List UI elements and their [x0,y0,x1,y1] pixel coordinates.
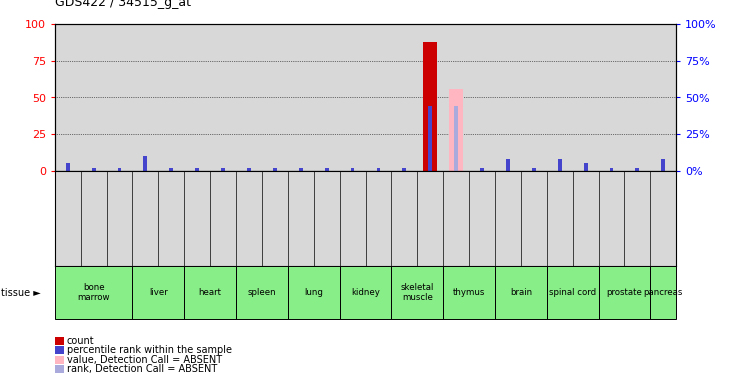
Bar [118,168,121,171]
Bar [273,168,277,171]
Text: value, Detection Call = ABSENT: value, Detection Call = ABSENT [67,355,221,364]
Bar [495,266,547,319]
Text: bone
marrow: bone marrow [77,283,110,302]
Text: count: count [67,336,94,346]
Text: skeletal
muscle: skeletal muscle [401,283,434,302]
Bar [454,106,458,171]
Text: GDS422 / 34515_g_at: GDS422 / 34515_g_at [55,0,191,9]
Bar [184,266,236,319]
Text: spinal cord: spinal cord [549,288,596,297]
Bar [288,266,340,319]
Bar [55,266,132,319]
Bar [195,168,199,171]
Text: lung: lung [304,288,323,297]
Bar [247,168,251,171]
Bar [635,168,640,171]
Bar [66,164,69,171]
Text: rank, Detection Call = ABSENT: rank, Detection Call = ABSENT [67,364,217,374]
Bar [547,266,599,319]
Bar [610,168,613,171]
Bar [340,266,391,319]
Bar [651,266,676,319]
Bar [143,156,148,171]
Bar [351,168,355,171]
Bar [299,168,303,171]
Text: heart: heart [199,288,221,297]
Bar [443,266,495,319]
Bar [170,168,173,171]
Text: brain: brain [510,288,532,297]
Text: prostate: prostate [607,288,643,297]
Text: pancreas: pancreas [643,288,683,297]
Bar [662,159,665,171]
Text: percentile rank within the sample: percentile rank within the sample [67,345,232,355]
Bar [583,164,588,171]
Bar [428,106,432,171]
Bar [236,266,288,319]
Bar [423,42,437,171]
Bar [558,159,561,171]
Bar [454,168,458,171]
Text: kidney: kidney [351,288,380,297]
Text: thymus: thymus [453,288,485,297]
Bar [532,168,536,171]
Bar [221,168,225,171]
Bar [376,168,380,171]
Text: liver: liver [149,288,167,297]
Bar [402,168,406,171]
Bar [480,168,484,171]
Bar [132,266,184,319]
Bar [506,159,510,171]
Bar [449,89,463,171]
Bar [91,168,96,171]
Text: spleen: spleen [248,288,276,297]
Bar [325,168,329,171]
Bar [599,266,651,319]
Bar [391,266,443,319]
Text: tissue ►: tissue ► [1,288,41,297]
